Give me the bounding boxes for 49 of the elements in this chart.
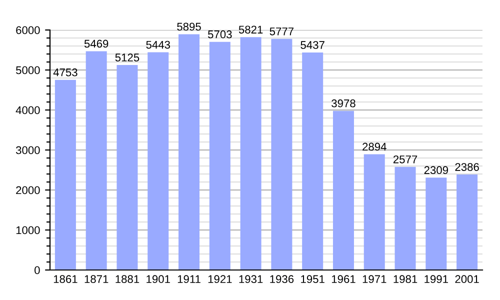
data-label: 5469 — [84, 40, 108, 48]
y-tick-label: 3000 — [16, 146, 40, 154]
data-label: 5703 — [208, 30, 232, 38]
data-label: 5821 — [238, 26, 263, 34]
x-tick-label: 1961 — [332, 275, 356, 284]
x-tick-label: 1861 — [54, 275, 78, 284]
data-label: 2309 — [424, 166, 448, 174]
x-tick-label: 1991 — [424, 275, 448, 284]
data-label: 2386 — [455, 163, 479, 171]
bar — [148, 52, 169, 270]
y-tick-label: 5000 — [16, 66, 40, 74]
bar — [240, 37, 262, 270]
bar — [178, 34, 200, 270]
bar — [271, 38, 292, 270]
bar — [426, 178, 447, 270]
y-tick-label: 2000 — [16, 186, 40, 194]
x-tick-label: 1871 — [84, 275, 108, 284]
data-label: 5895 — [177, 22, 201, 31]
y-tick-label: 6000 — [16, 26, 40, 34]
data-label: 5777 — [270, 28, 294, 36]
x-tick-label: 1936 — [270, 275, 294, 284]
bar — [54, 80, 76, 270]
data-label: 3978 — [332, 99, 356, 108]
y-tick-label: 0 — [34, 266, 40, 274]
data-label: 2894 — [362, 142, 386, 151]
bar — [394, 166, 416, 270]
x-tick-label: 1931 — [239, 275, 263, 284]
bar — [332, 110, 354, 270]
bar — [302, 52, 324, 270]
data-label: 5437 — [300, 41, 324, 49]
bar — [116, 65, 138, 270]
data-label: 5443 — [146, 40, 170, 49]
data-label: 4753 — [53, 68, 78, 76]
y-tick-label: 1000 — [16, 226, 40, 234]
bar — [364, 154, 385, 270]
y-tick-label: 4000 — [16, 106, 40, 114]
data-label: 5125 — [115, 54, 140, 62]
bar — [209, 42, 230, 270]
bar — [456, 174, 478, 270]
data-label: 2577 — [393, 155, 418, 164]
x-tick-label: 1911 — [178, 275, 200, 284]
x-tick-label: 1981 — [394, 275, 418, 284]
bar — [86, 51, 107, 270]
x-tick-label: 1881 — [116, 275, 140, 284]
x-tick-label: 2001 — [455, 275, 479, 284]
x-tick-label: 1971 — [362, 275, 386, 284]
x-tick-label: 1901 — [146, 275, 170, 284]
x-tick-label: 1921 — [208, 275, 232, 284]
x-tick-label: 1951 — [301, 275, 324, 284]
